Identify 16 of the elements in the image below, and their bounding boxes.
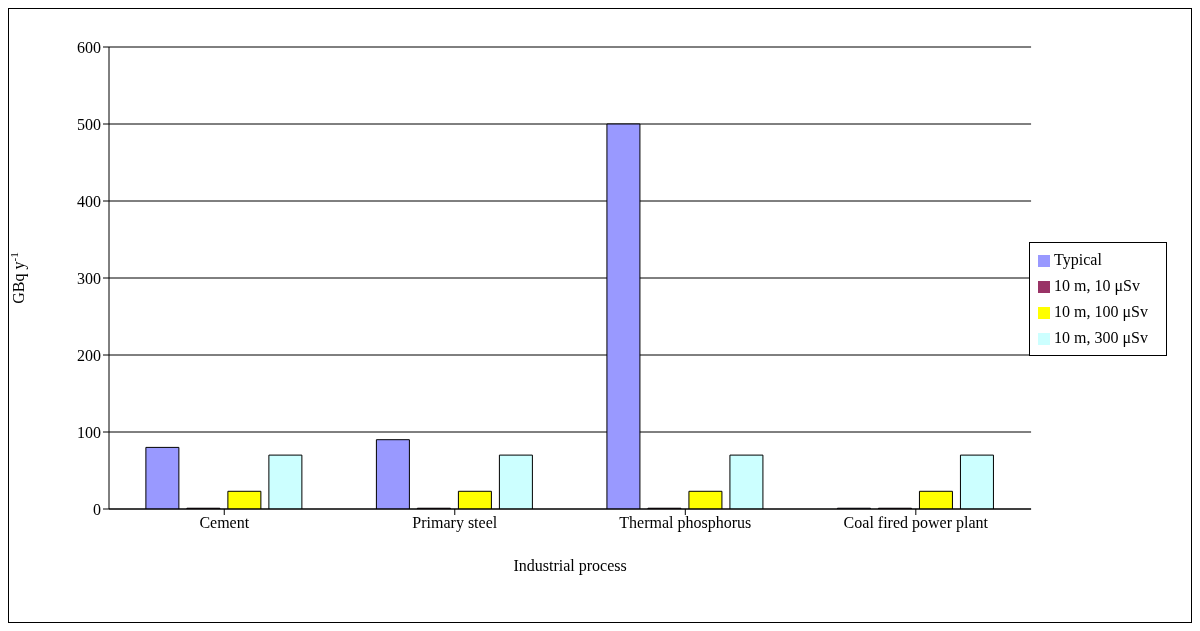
y-tick-label: 300	[77, 269, 101, 287]
x-tick-label: Coal fired power plant	[843, 514, 989, 533]
y-tick-label: 0	[93, 500, 101, 518]
y-tick-label: 100	[77, 423, 101, 441]
legend-label: 10 m, 10 μSv	[1054, 277, 1140, 294]
y-tick-label: 400	[77, 192, 101, 210]
y-tick-label: 500	[77, 115, 101, 133]
x-tick-label: Primary steel	[412, 514, 498, 533]
y-tick-label: 600	[77, 38, 101, 56]
legend-label: Typical	[1054, 251, 1102, 268]
legend-label: 10 m, 100 μSv	[1054, 303, 1148, 320]
x-axis-title: Industrial process	[513, 557, 627, 575]
y-tick-label: 200	[77, 346, 101, 364]
x-tick-label: Cement	[199, 514, 250, 532]
legend-label: 10 m, 300 μSv	[1054, 329, 1148, 346]
x-tick-label: Thermal phosphorus	[619, 514, 752, 533]
